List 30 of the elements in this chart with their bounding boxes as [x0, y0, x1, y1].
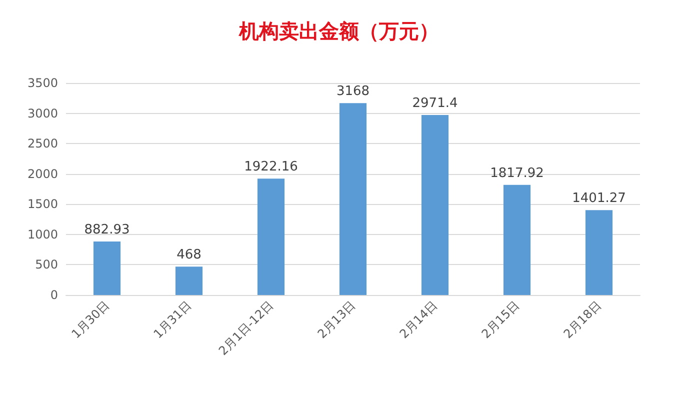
bar	[93, 242, 121, 295]
y-tick-label: 2000	[27, 166, 58, 181]
data-label: 2971.4	[412, 96, 458, 112]
bar	[175, 266, 203, 295]
data-label: 1922.16	[244, 160, 298, 175]
bar	[257, 178, 285, 295]
y-tick-label: 3000	[27, 106, 58, 120]
y-tick-label: 2500	[27, 136, 58, 151]
x-tick-label: 2月13日	[314, 298, 358, 342]
data-label: 468	[176, 248, 202, 263]
y-tick-label: 1500	[27, 197, 58, 212]
data-label: 882.93	[84, 222, 130, 238]
x-tick-label: 2月1日-12日	[216, 298, 276, 358]
x-tick-label: 2月14日	[396, 298, 440, 342]
y-tick-label: 0	[50, 288, 58, 302]
chart-title: 机构卖出金额（万元）	[238, 19, 439, 43]
bar	[585, 210, 613, 295]
y-tick-label: 3500	[27, 76, 58, 90]
x-tick-label: 1月31日	[150, 298, 194, 342]
x-tick-label: 2月15日	[478, 298, 522, 342]
data-label: 1401.27	[572, 191, 626, 206]
y-tick-label: 500	[35, 258, 58, 272]
bar	[503, 184, 531, 295]
y-tick-label: 1000	[27, 227, 58, 242]
data-label: 1817.92	[490, 166, 544, 181]
x-tick-label: 2月18日	[560, 298, 604, 342]
bar	[421, 115, 449, 295]
bar	[339, 103, 367, 295]
data-label: 3168	[336, 84, 370, 100]
x-tick-label: 1月30日	[68, 298, 112, 342]
